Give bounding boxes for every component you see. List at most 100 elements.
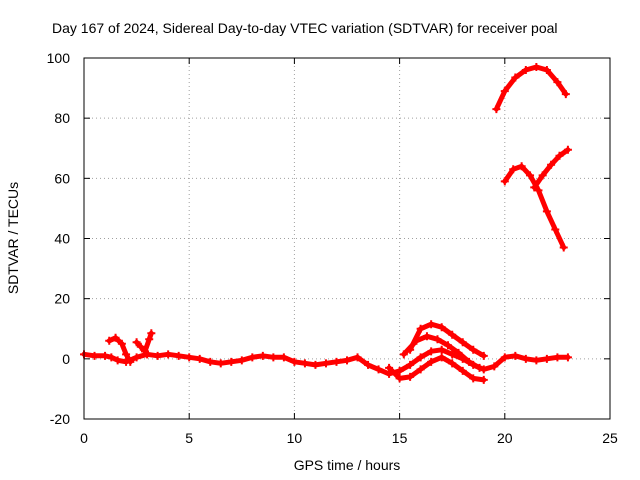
data-point xyxy=(111,333,120,342)
data-point xyxy=(174,351,183,360)
data-point xyxy=(551,225,560,234)
data-point xyxy=(437,345,446,354)
data-point xyxy=(153,351,162,360)
data-point xyxy=(279,353,288,362)
data-point xyxy=(136,342,145,351)
data-point xyxy=(311,360,320,369)
data-point xyxy=(258,351,267,360)
data-point xyxy=(399,350,408,359)
data-point xyxy=(132,338,141,347)
data-point xyxy=(448,359,457,368)
data-point xyxy=(433,335,442,344)
data-point xyxy=(353,353,362,362)
data-point xyxy=(479,351,488,360)
y-tick-label: 20 xyxy=(54,291,70,307)
series-line-hump-lower xyxy=(386,354,487,383)
data-point xyxy=(532,356,541,365)
data-point xyxy=(553,353,562,362)
data-point xyxy=(465,357,474,366)
data-point xyxy=(416,324,425,333)
data-point xyxy=(490,362,499,371)
data-point xyxy=(553,78,562,87)
data-point xyxy=(422,332,431,341)
data-point xyxy=(542,354,551,363)
data-point xyxy=(126,357,135,366)
data-point xyxy=(185,353,194,362)
data-point xyxy=(90,351,99,360)
data-point xyxy=(542,207,551,216)
data-point xyxy=(248,353,257,362)
y-tick-label: 80 xyxy=(54,110,70,126)
data-point xyxy=(458,338,467,347)
x-axis-label: GPS time / hours xyxy=(294,457,401,473)
data-point xyxy=(563,353,572,362)
axis-ticks: 0 5 10 15 20 25 -20 0 20 40 60 80 100 xyxy=(47,50,618,446)
data-point xyxy=(269,353,278,362)
data-point xyxy=(141,347,150,356)
y-tick-label: 0 xyxy=(62,351,70,367)
data-point xyxy=(107,353,116,362)
data-point xyxy=(454,348,463,357)
series-line-mid-curve xyxy=(502,163,567,250)
data-point xyxy=(448,350,457,359)
series-line-top-arc xyxy=(493,64,569,112)
data-point xyxy=(517,162,526,171)
data-point xyxy=(364,360,373,369)
data-point xyxy=(492,105,501,114)
x-tick-label: 15 xyxy=(392,430,408,446)
data-point xyxy=(237,356,246,365)
data-point xyxy=(374,365,383,374)
data-point xyxy=(538,171,547,180)
y-tick-label: 40 xyxy=(54,231,70,247)
data-point xyxy=(385,363,394,372)
data-point xyxy=(145,335,154,344)
data-point xyxy=(105,336,114,345)
data-point xyxy=(469,345,478,354)
data-point xyxy=(427,347,436,356)
data-point xyxy=(469,374,478,383)
x-tick-label: 25 xyxy=(602,430,618,446)
data-point xyxy=(555,151,564,160)
data-point xyxy=(511,351,520,360)
y-tick-label: -20 xyxy=(50,411,70,427)
x-tick-label: 20 xyxy=(497,430,513,446)
data-point xyxy=(416,353,425,362)
chart-title: Day 167 of 2024, Sidereal Day-to-day VTE… xyxy=(52,20,558,36)
data-point xyxy=(475,363,484,372)
data-point xyxy=(542,66,551,75)
data-point xyxy=(395,366,404,375)
data-point xyxy=(147,329,156,338)
data-point xyxy=(500,87,509,96)
data-point xyxy=(332,357,341,366)
data-point xyxy=(227,357,236,366)
grid xyxy=(84,58,610,419)
series-group xyxy=(80,63,572,384)
data-point xyxy=(101,351,110,360)
data-point xyxy=(300,359,309,368)
x-tick-label: 5 xyxy=(185,430,193,446)
data-point xyxy=(113,356,122,365)
data-point xyxy=(406,372,415,381)
data-point xyxy=(561,90,570,99)
data-point xyxy=(406,360,415,369)
data-point xyxy=(443,341,452,350)
data-point xyxy=(458,366,467,375)
y-axis-label: SDTVAR / TECUs xyxy=(5,182,21,294)
data-point xyxy=(122,350,131,359)
data-point xyxy=(500,353,509,362)
data-point xyxy=(479,375,488,384)
x-tick-label: 10 xyxy=(287,430,303,446)
data-point xyxy=(437,323,446,332)
data-point xyxy=(563,145,572,154)
data-point xyxy=(195,354,204,363)
y-tick-label: 60 xyxy=(54,170,70,186)
data-point xyxy=(521,66,530,75)
data-point xyxy=(532,63,541,72)
data-point xyxy=(216,359,225,368)
y-tick-label: 100 xyxy=(47,50,71,66)
data-point xyxy=(206,357,215,366)
data-point xyxy=(437,353,446,362)
data-point xyxy=(321,359,330,368)
data-point xyxy=(526,171,535,180)
data-point xyxy=(448,330,457,339)
